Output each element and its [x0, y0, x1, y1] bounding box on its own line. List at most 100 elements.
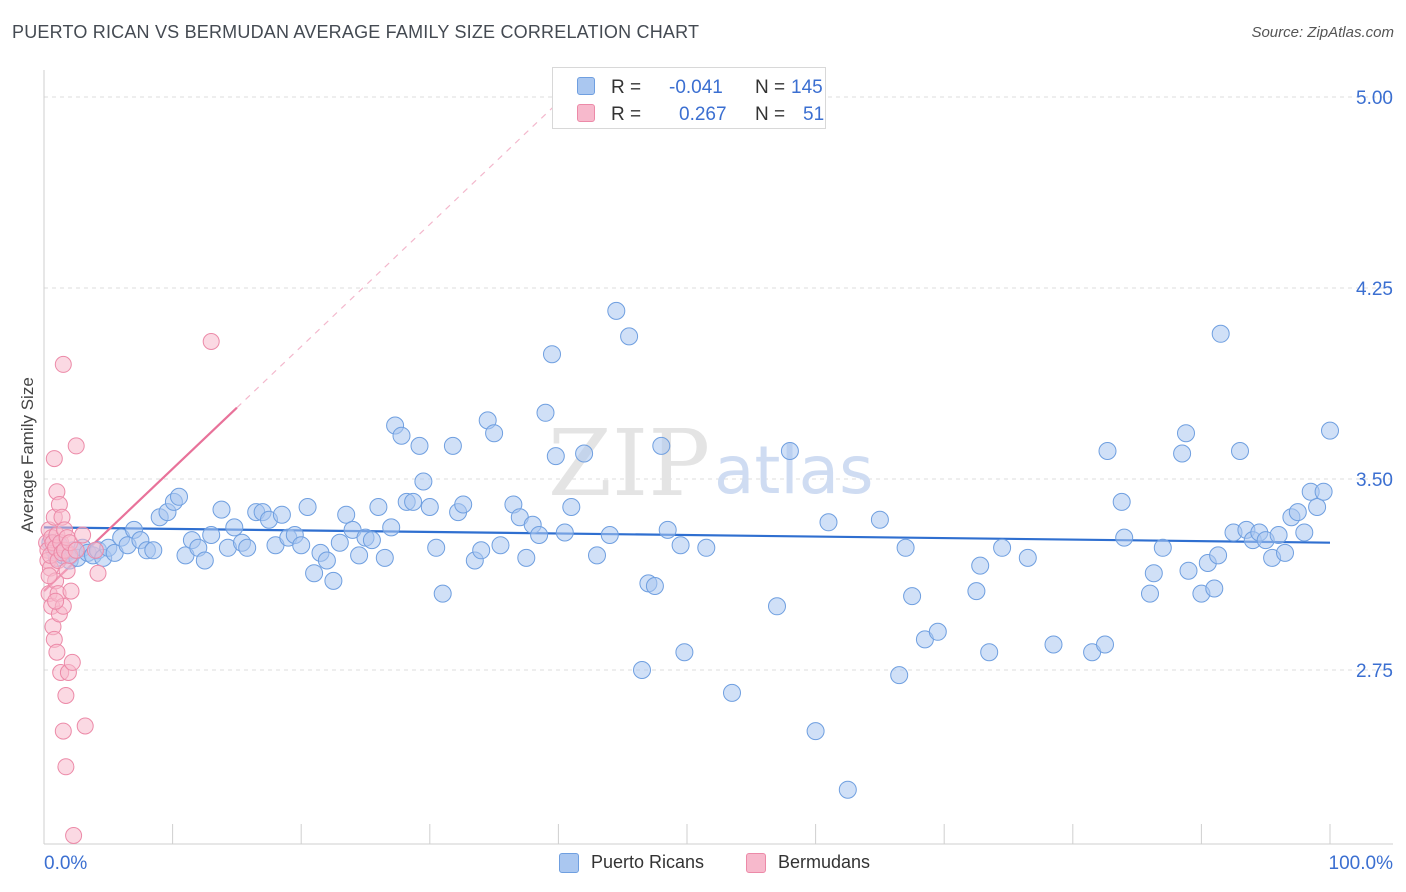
- bermudan-point: [202, 333, 220, 350]
- bermudan-point: [89, 564, 107, 582]
- bermudan-point: [74, 526, 92, 544]
- bermudan-point: [65, 827, 83, 844]
- puerto-rican-point: [298, 498, 317, 516]
- puerto-rican-point: [202, 526, 221, 544]
- puerto-rican-point: [903, 587, 922, 606]
- bermudan-point: [63, 653, 81, 671]
- gridlines: [44, 96, 1393, 671]
- bermudan-point: [48, 643, 66, 661]
- puerto-rican-point: [633, 661, 651, 679]
- series-legend: Puerto Ricans Bermudans: [0, 852, 1406, 878]
- puerto-rican-point: [546, 447, 565, 466]
- puerto-rican-point: [652, 436, 671, 455]
- puerto-rican-point: [928, 622, 947, 641]
- puerto-rican-point: [1205, 579, 1224, 598]
- puerto-rican-point: [212, 500, 231, 519]
- puerto-rican-point: [838, 780, 857, 799]
- puerto-rican-point: [144, 541, 163, 560]
- puerto-rican-point: [350, 546, 369, 565]
- puerto-rican-point: [967, 582, 986, 601]
- n-label: N =: [755, 77, 786, 98]
- bermudan-point: [67, 437, 85, 455]
- puerto-rican-point: [658, 520, 677, 539]
- bermudan-point: [76, 717, 94, 735]
- puerto-rican-point: [1177, 424, 1195, 443]
- puerto-rican-point: [1269, 526, 1288, 544]
- r-value: 0.267: [679, 104, 727, 125]
- puerto-rican-point: [890, 666, 909, 685]
- puerto-rican-point: [369, 498, 388, 516]
- puerto-rican-point: [238, 538, 257, 557]
- puerto-rican-point: [1096, 635, 1114, 654]
- puerto-rican-point: [1295, 523, 1314, 542]
- bermudan-point: [67, 541, 85, 559]
- r-label: R =: [611, 104, 642, 125]
- chart-title: PUERTO RICAN VS BERMUDAN AVERAGE FAMILY …: [12, 22, 700, 42]
- puerto-rican-point: [330, 533, 349, 552]
- puerto-rican-point: [530, 526, 549, 544]
- puerto-rican-point: [780, 442, 799, 460]
- puerto-rican-point: [543, 345, 561, 364]
- puerto-rican-point: [1144, 564, 1163, 583]
- bermudan-point: [58, 562, 76, 580]
- puerto-rican-point: [723, 683, 741, 702]
- puerto-rican-point: [600, 526, 619, 544]
- puerto-rican-point: [362, 531, 381, 550]
- puerto-rican-point: [697, 538, 716, 557]
- puerto-rican-point: [1153, 538, 1172, 557]
- x-tick-label: 0.0%: [44, 853, 87, 874]
- bermudan-point: [40, 567, 58, 585]
- puerto-rican-point: [1209, 546, 1228, 565]
- puerto-rican-point: [536, 403, 555, 422]
- puerto-rican-point: [485, 424, 504, 443]
- correlation-legend: R = -0.041 N = 145 R = 0.267 N = 51: [552, 67, 826, 129]
- puerto-rican-point: [555, 523, 574, 542]
- puerto-rican-point: [896, 538, 915, 557]
- puerto-rican-point: [607, 301, 626, 320]
- puerto-rican-point: [517, 548, 536, 567]
- puerto-rican-point: [170, 487, 188, 506]
- y-tick-label: 3.50: [1356, 470, 1393, 491]
- puerto-rican-point: [324, 571, 343, 590]
- puerto-rican-point: [768, 597, 786, 616]
- puerto-rican-point: [645, 577, 664, 595]
- swatch-pink: [746, 853, 766, 873]
- y-tick-label: 4.25: [1356, 279, 1393, 300]
- watermark: ZIP atlas: [548, 410, 874, 517]
- puerto-rican-point: [1115, 528, 1134, 547]
- puerto-rican-point: [971, 556, 990, 575]
- puerto-rican-point: [1173, 444, 1192, 463]
- puerto-rican-point: [1044, 635, 1063, 654]
- puerto-rican-point: [491, 536, 510, 555]
- puerto-rican-point: [420, 498, 439, 516]
- puerto-rican-point: [1141, 584, 1159, 603]
- swatch-blue: [577, 77, 595, 95]
- puerto-rican-point: [404, 492, 423, 511]
- r-value: -0.041: [669, 77, 723, 98]
- x-tick-label: 100.0%: [1329, 853, 1394, 874]
- puerto-rican-point: [433, 584, 452, 603]
- puerto-rican-point: [562, 498, 581, 516]
- r-label: R =: [611, 77, 642, 98]
- puerto-rican-point: [225, 518, 244, 537]
- legend-label: Bermudans: [778, 852, 871, 872]
- bermudan-point: [54, 722, 72, 740]
- puerto-rican-point: [675, 643, 694, 662]
- puerto-rican-point: [454, 495, 473, 514]
- puerto-rican-point: [382, 518, 401, 537]
- puerto-rican-point: [337, 505, 356, 524]
- y-tick-label: 5.00: [1356, 88, 1393, 109]
- puerto-rican-point: [1112, 492, 1131, 511]
- puerto-rican-point: [292, 536, 311, 555]
- puerto-rican-point: [1308, 498, 1327, 516]
- bermudan-point: [47, 592, 65, 610]
- n-label: N =: [755, 104, 786, 125]
- legend-label: Puerto Ricans: [591, 852, 705, 872]
- puerto-rican-point: [671, 536, 690, 555]
- puerto-rican-point: [272, 505, 291, 524]
- puerto-rican-point: [620, 327, 639, 346]
- n-value: 145: [791, 77, 823, 98]
- puerto-rican-point: [317, 551, 336, 570]
- puerto-rican-point: [1018, 548, 1037, 567]
